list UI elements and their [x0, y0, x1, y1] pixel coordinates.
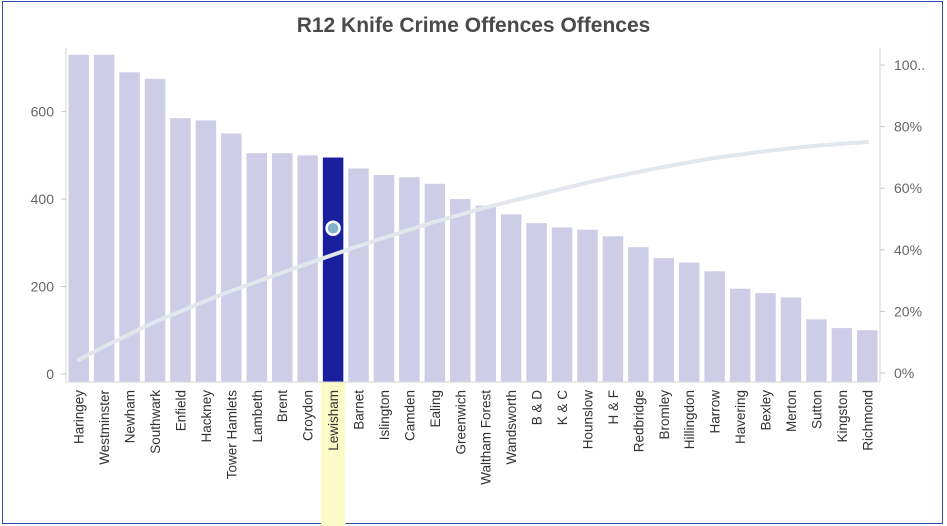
bar-newham [119, 72, 140, 382]
bar-hillingdon [678, 262, 700, 382]
category-label-lambeth: Lambeth [250, 390, 265, 443]
category-label-greenwich: Greenwich [453, 390, 468, 455]
category-label-b-and-d: B & D [530, 390, 545, 426]
category-label-ealing: Ealing [428, 390, 443, 428]
bar-redbridge [628, 247, 649, 382]
bar-kingston [831, 328, 853, 382]
category-label-brent: Brent [275, 390, 290, 423]
bar-haringey [68, 54, 89, 383]
bar-southwark [144, 78, 166, 382]
category-label-tower-hamlets: Tower Hamlets [224, 390, 239, 480]
category-label-hillingdon: Hillingdon [682, 390, 697, 449]
bar-camden [399, 177, 420, 382]
bar-bromley [653, 258, 675, 382]
bar-b-and-d [526, 223, 547, 382]
category-label-k-and-c: K & C [555, 390, 570, 426]
right-tick-label: 60% [894, 180, 922, 196]
category-label-westminster: Westminster [97, 389, 112, 464]
bar-lambeth [246, 153, 268, 382]
bar-ealing [424, 183, 446, 382]
category-label-hounslow: Hounslow [580, 390, 595, 450]
bar-waltham-forest [475, 205, 496, 382]
category-label-barnet: Barnet [352, 390, 367, 430]
bar-k-and-c [551, 227, 573, 382]
bar-islington [373, 175, 395, 382]
category-label-bromley: Bromley [657, 390, 672, 440]
bar-wandsworth [500, 214, 522, 382]
highlight-band [320, 382, 346, 526]
category-label-richmond: Richmond [860, 390, 875, 451]
bar-barnet [348, 168, 369, 382]
left-tick-label: 400 [31, 191, 55, 207]
right-tick-label: 40% [894, 242, 922, 258]
category-label-southwark: Southwark [148, 390, 163, 454]
category-label-enfield: Enfield [173, 390, 188, 431]
left-tick-label: 600 [31, 104, 55, 120]
category-label-sutton: Sutton [809, 390, 824, 429]
category-label-waltham-forest: Waltham Forest [479, 390, 494, 485]
category-label-hackney: Hackney [199, 390, 214, 443]
right-tick-label: 80% [894, 119, 922, 135]
bar-harrow [704, 271, 725, 382]
bar-lewisham [322, 157, 344, 382]
category-label-wandsworth: Wandsworth [504, 390, 519, 465]
bar-richmond [857, 330, 878, 382]
right-tick-label: 20% [894, 303, 922, 319]
bar-greenwich [450, 199, 471, 382]
category-label-camden: Camden [402, 390, 417, 441]
category-label-havering: Havering [733, 390, 748, 444]
bar-havering [729, 288, 751, 382]
bar-sutton [806, 319, 827, 382]
category-label-kingston: Kingston [835, 390, 850, 443]
bar-hackney [195, 120, 217, 382]
cumulative-line [76, 140, 870, 362]
category-label-harrow: Harrow [708, 390, 723, 434]
right-tick-label: 0% [894, 365, 914, 381]
highlight-marker [325, 220, 341, 236]
category-label-redbridge: Redbridge [631, 390, 646, 452]
left-tick-label: 200 [31, 279, 55, 295]
bar-enfield [170, 118, 191, 382]
category-label-merton: Merton [784, 390, 799, 432]
category-label-islington: Islington [377, 390, 392, 440]
bar-tower-hamlets [221, 133, 242, 382]
bar-westminster [93, 54, 115, 383]
left-tick-label: 0 [46, 366, 54, 382]
bar-merton [780, 297, 802, 382]
category-label-h-and-f: H & F [606, 390, 621, 425]
category-label-bexley: Bexley [759, 390, 774, 431]
category-label-newham: Newham [123, 390, 138, 443]
category-label-croydon: Croydon [301, 390, 316, 441]
chart-title: R12 Knife Crime Offences Offences [296, 14, 651, 37]
category-label-haringey: Haringey [72, 390, 87, 444]
category-label-lewisham: Lewisham [326, 390, 341, 451]
bar-croydon [297, 155, 318, 382]
bar-h-and-f [602, 236, 624, 382]
bar-bexley [755, 293, 776, 382]
bar-hounslow [577, 229, 598, 382]
right-tick-label: 100.. [894, 57, 925, 73]
bar-brent [271, 153, 293, 382]
